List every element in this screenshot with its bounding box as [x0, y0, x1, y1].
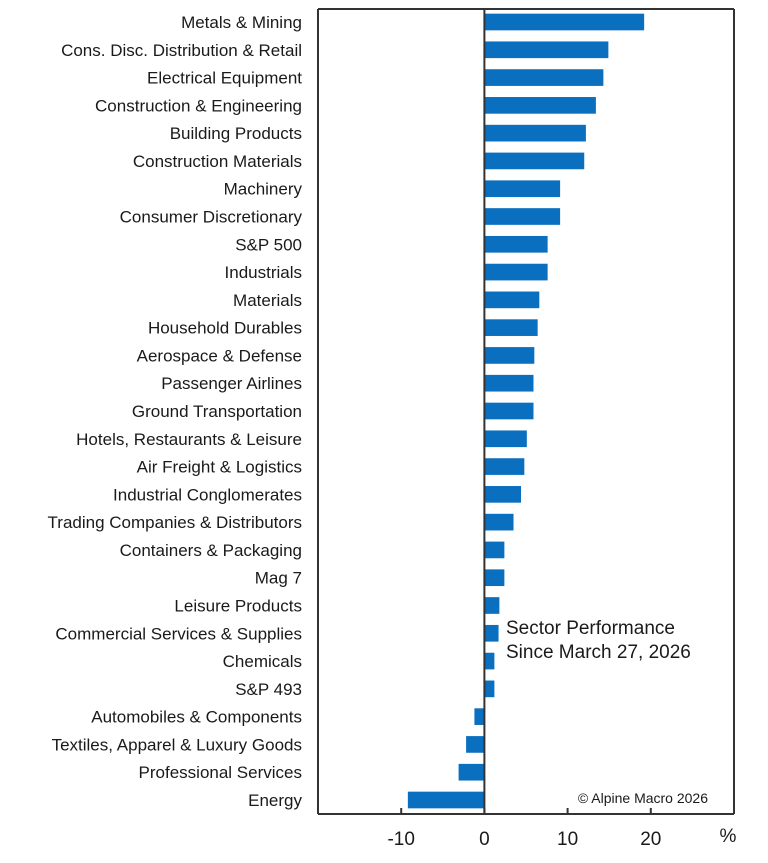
- category-label: Leisure Products: [174, 597, 302, 616]
- category-label: Containers & Packaging: [120, 541, 302, 560]
- x-tick-label: 20: [640, 829, 661, 850]
- category-label: Machinery: [224, 180, 303, 199]
- bar: [484, 486, 522, 503]
- category-label: Mag 7: [255, 569, 302, 588]
- bar: [484, 680, 495, 698]
- copyright-credit: © Alpine Macro 2026: [578, 790, 708, 806]
- x-axis-unit-label: %: [720, 826, 737, 847]
- x-ticks: -10 0 10 20: [387, 808, 661, 850]
- bar: [484, 624, 499, 642]
- category-label: Electrical Equipment: [147, 69, 302, 88]
- category-label: Energy: [248, 791, 302, 810]
- bar: [484, 541, 505, 559]
- bar: [484, 569, 505, 587]
- category-labels: Metals & Mining Cons. Disc. Distribution …: [48, 13, 303, 810]
- category-label: Household Durables: [148, 319, 302, 338]
- category-label: S&P 493: [235, 680, 302, 699]
- category-label: Trading Companies & Distributors: [48, 513, 302, 532]
- bar: [484, 374, 534, 392]
- chart-annotation-line-2: Since March 27, 2026: [506, 642, 691, 663]
- x-tick-label: -10: [387, 829, 414, 850]
- category-label: Air Freight & Logistics: [137, 458, 302, 477]
- bar: [474, 708, 485, 725]
- bar: [484, 347, 535, 364]
- category-label: Industrial Conglomerates: [113, 485, 302, 504]
- category-label: Chemicals: [223, 652, 302, 671]
- category-label: Materials: [233, 291, 302, 310]
- category-label: Passenger Airlines: [161, 374, 302, 393]
- bar: [458, 763, 485, 781]
- bar: [484, 291, 540, 309]
- category-label: Construction & Engineering: [95, 96, 302, 115]
- bar: [484, 263, 548, 281]
- bar: [407, 791, 485, 809]
- chart-annotation-line-1: Sector Performance: [506, 618, 675, 639]
- bar: [484, 652, 495, 670]
- bar: [484, 513, 514, 531]
- bar: [484, 597, 500, 614]
- bar: [484, 180, 561, 198]
- category-label: S&P 500: [235, 235, 302, 254]
- category-label: Automobiles & Components: [91, 708, 302, 727]
- category-label: Hotels, Restaurants & Leisure: [76, 430, 302, 449]
- bar: [484, 458, 525, 475]
- category-label: Building Products: [170, 124, 302, 143]
- category-label: Cons. Disc. Distribution & Retail: [61, 41, 302, 60]
- bar: [484, 319, 538, 336]
- category-label: Ground Transportation: [132, 402, 302, 421]
- category-label: Aerospace & Defense: [137, 346, 302, 365]
- x-tick-label: 10: [557, 829, 578, 850]
- category-label: Professional Services: [139, 763, 302, 782]
- category-label: Metals & Mining: [181, 13, 302, 32]
- bar: [484, 124, 586, 142]
- bar: [484, 402, 534, 420]
- x-tick-label: 0: [479, 829, 490, 850]
- bars-group: [407, 13, 645, 809]
- category-label: Consumer Discretionary: [120, 208, 303, 227]
- bar: [484, 235, 548, 253]
- category-label: Textiles, Apparel & Luxury Goods: [52, 735, 302, 754]
- bar: [484, 97, 596, 114]
- bar: [484, 430, 527, 448]
- bar: [484, 13, 645, 31]
- bar: [484, 41, 609, 59]
- bar: [484, 69, 604, 86]
- category-label: Construction Materials: [133, 152, 302, 171]
- category-label: Industrials: [225, 263, 302, 282]
- bar: [484, 152, 585, 170]
- bar: [466, 736, 485, 753]
- bar: [484, 208, 561, 225]
- category-label: Commercial Services & Supplies: [55, 624, 302, 643]
